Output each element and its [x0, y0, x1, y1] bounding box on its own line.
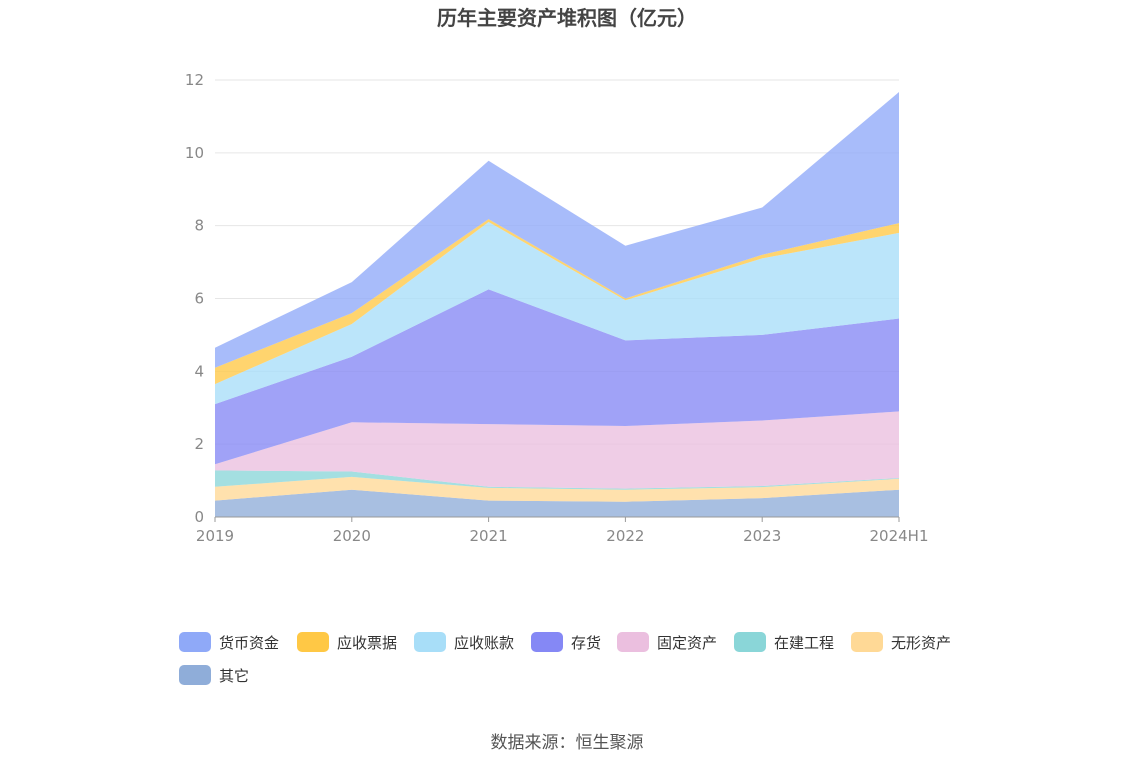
y-tick-label: 12 — [185, 71, 204, 89]
legend-item-fixed-assets[interactable]: 固定资产 — [617, 631, 717, 653]
y-tick-label: 10 — [185, 144, 204, 162]
legend-swatch-notes-receivable — [297, 632, 329, 652]
legend-item-accounts-receivable[interactable]: 应收账款 — [414, 631, 514, 653]
x-tick-label: 2023 — [743, 527, 781, 545]
area-货币资金 — [215, 92, 899, 368]
legend-item-intangible[interactable]: 无形资产 — [851, 631, 951, 653]
legend-swatch-other — [179, 665, 211, 685]
legend-swatch-inventory — [531, 632, 563, 652]
legend-label-other: 其它 — [219, 666, 250, 685]
chart-title: 历年主要资产堆积图（亿元） — [437, 6, 697, 30]
legend-label-accounts-receivable: 应收账款 — [454, 633, 515, 652]
legend-item-notes-receivable[interactable]: 应收票据 — [297, 631, 397, 653]
legend-label-notes-receivable: 应收票据 — [337, 633, 398, 652]
y-tick-label: 8 — [194, 217, 204, 235]
area-在建工程 — [215, 470, 899, 490]
legend-item-inventory[interactable]: 存货 — [531, 631, 601, 653]
x-tick-label: 2021 — [470, 527, 508, 545]
legend-swatch-cash — [179, 632, 211, 652]
x-tick-label: 2019 — [196, 527, 234, 545]
legend-item-construction[interactable]: 在建工程 — [734, 631, 834, 653]
x-tick-label: 2020 — [333, 527, 371, 545]
legend-item-cash[interactable]: 货币资金 — [179, 631, 279, 653]
x-tick-label: 2024H1 — [870, 527, 929, 545]
legend-item-other[interactable]: 其它 — [179, 664, 249, 686]
x-tick-label: 2022 — [606, 527, 644, 545]
legend-swatch-intangible — [851, 632, 883, 652]
legend-label-inventory: 存货 — [571, 633, 602, 652]
legend-label-cash: 货币资金 — [219, 633, 280, 652]
legend-swatch-construction — [734, 632, 766, 652]
area-存货 — [215, 289, 899, 465]
y-tick-label: 4 — [194, 362, 204, 380]
y-tick-label: 0 — [194, 508, 204, 526]
y-tick-label: 6 — [194, 290, 204, 308]
area-其它 — [215, 489, 899, 517]
legend-label-construction: 在建工程 — [774, 633, 835, 652]
area-无形资产 — [215, 476, 899, 502]
legend-swatch-fixed-assets — [617, 632, 649, 652]
data-source: 数据来源：恒生聚源 — [490, 733, 644, 753]
legend-label-fixed-assets: 固定资产 — [657, 633, 718, 652]
y-tick-label: 2 — [194, 435, 204, 453]
area-应收账款 — [215, 222, 899, 405]
area-固定资产 — [215, 411, 899, 489]
legend-swatch-accounts-receivable — [414, 632, 446, 652]
legend-label-intangible: 无形资产 — [891, 633, 952, 652]
